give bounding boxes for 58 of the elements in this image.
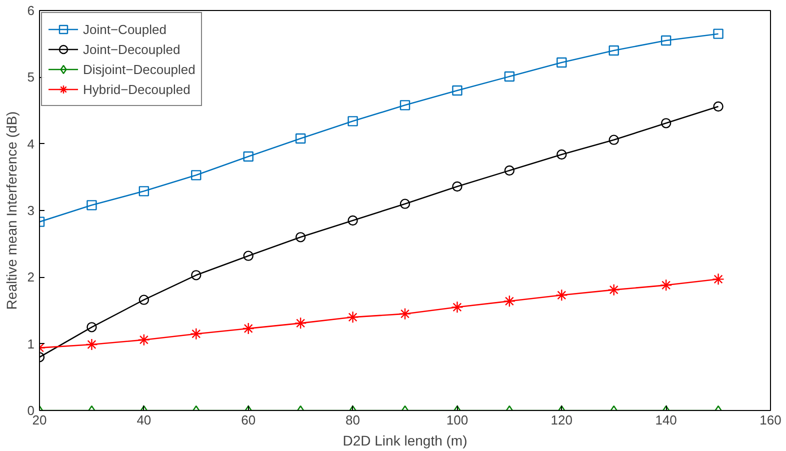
point <box>191 270 202 280</box>
point <box>242 322 254 335</box>
point <box>138 334 150 346</box>
point <box>660 279 672 292</box>
point <box>398 308 412 320</box>
point <box>295 133 306 144</box>
point <box>138 186 150 196</box>
point <box>503 295 516 308</box>
legend-label: Joint−Decoupled <box>83 42 180 56</box>
point <box>556 289 568 302</box>
y-tick-label: 1 <box>27 336 35 352</box>
point <box>346 311 359 324</box>
point <box>608 45 619 56</box>
point <box>504 71 515 82</box>
point <box>713 101 724 112</box>
point <box>608 134 619 145</box>
point <box>86 338 98 351</box>
point <box>138 294 150 305</box>
point <box>243 250 254 261</box>
point <box>86 322 97 332</box>
point <box>86 200 97 210</box>
y-tick-label: 4 <box>27 136 35 152</box>
x-tick-label: 40 <box>136 412 152 428</box>
y-tick-label: 5 <box>27 70 35 85</box>
point <box>452 85 462 96</box>
point <box>556 57 567 68</box>
point <box>190 328 202 340</box>
point <box>713 28 724 39</box>
point <box>451 301 464 314</box>
x-tick-label: 80 <box>346 412 360 428</box>
point <box>348 215 358 226</box>
point <box>660 35 672 46</box>
x-tick-label: 60 <box>241 412 256 428</box>
y-tick-label: 3 <box>27 203 35 218</box>
y-tick-label: 6 <box>27 3 35 18</box>
point <box>191 170 202 180</box>
legend-label: Hybrid−Decoupled <box>83 82 190 96</box>
y-tick-label: 2 <box>27 270 35 285</box>
x-axis-title: D2D Link length (m) <box>342 432 468 448</box>
x-tick-label: 120 <box>550 412 572 428</box>
x-tick-label: 100 <box>446 412 468 428</box>
point <box>660 118 672 128</box>
point <box>348 116 358 126</box>
point <box>294 317 307 330</box>
point <box>556 149 567 160</box>
point <box>452 181 462 192</box>
legend-label: Joint−Coupled <box>83 22 166 36</box>
point <box>295 232 306 242</box>
point <box>608 284 620 296</box>
point <box>712 273 724 286</box>
point <box>400 198 410 209</box>
point <box>400 100 410 110</box>
legend-label: Disjoint−Decoupled <box>83 62 196 76</box>
point <box>243 151 254 162</box>
x-tick-label: 160 <box>760 412 782 428</box>
x-tick-label: 140 <box>655 412 677 428</box>
y-axis-title: Realtive mean Interference (dB) <box>3 111 20 310</box>
point <box>504 165 515 176</box>
